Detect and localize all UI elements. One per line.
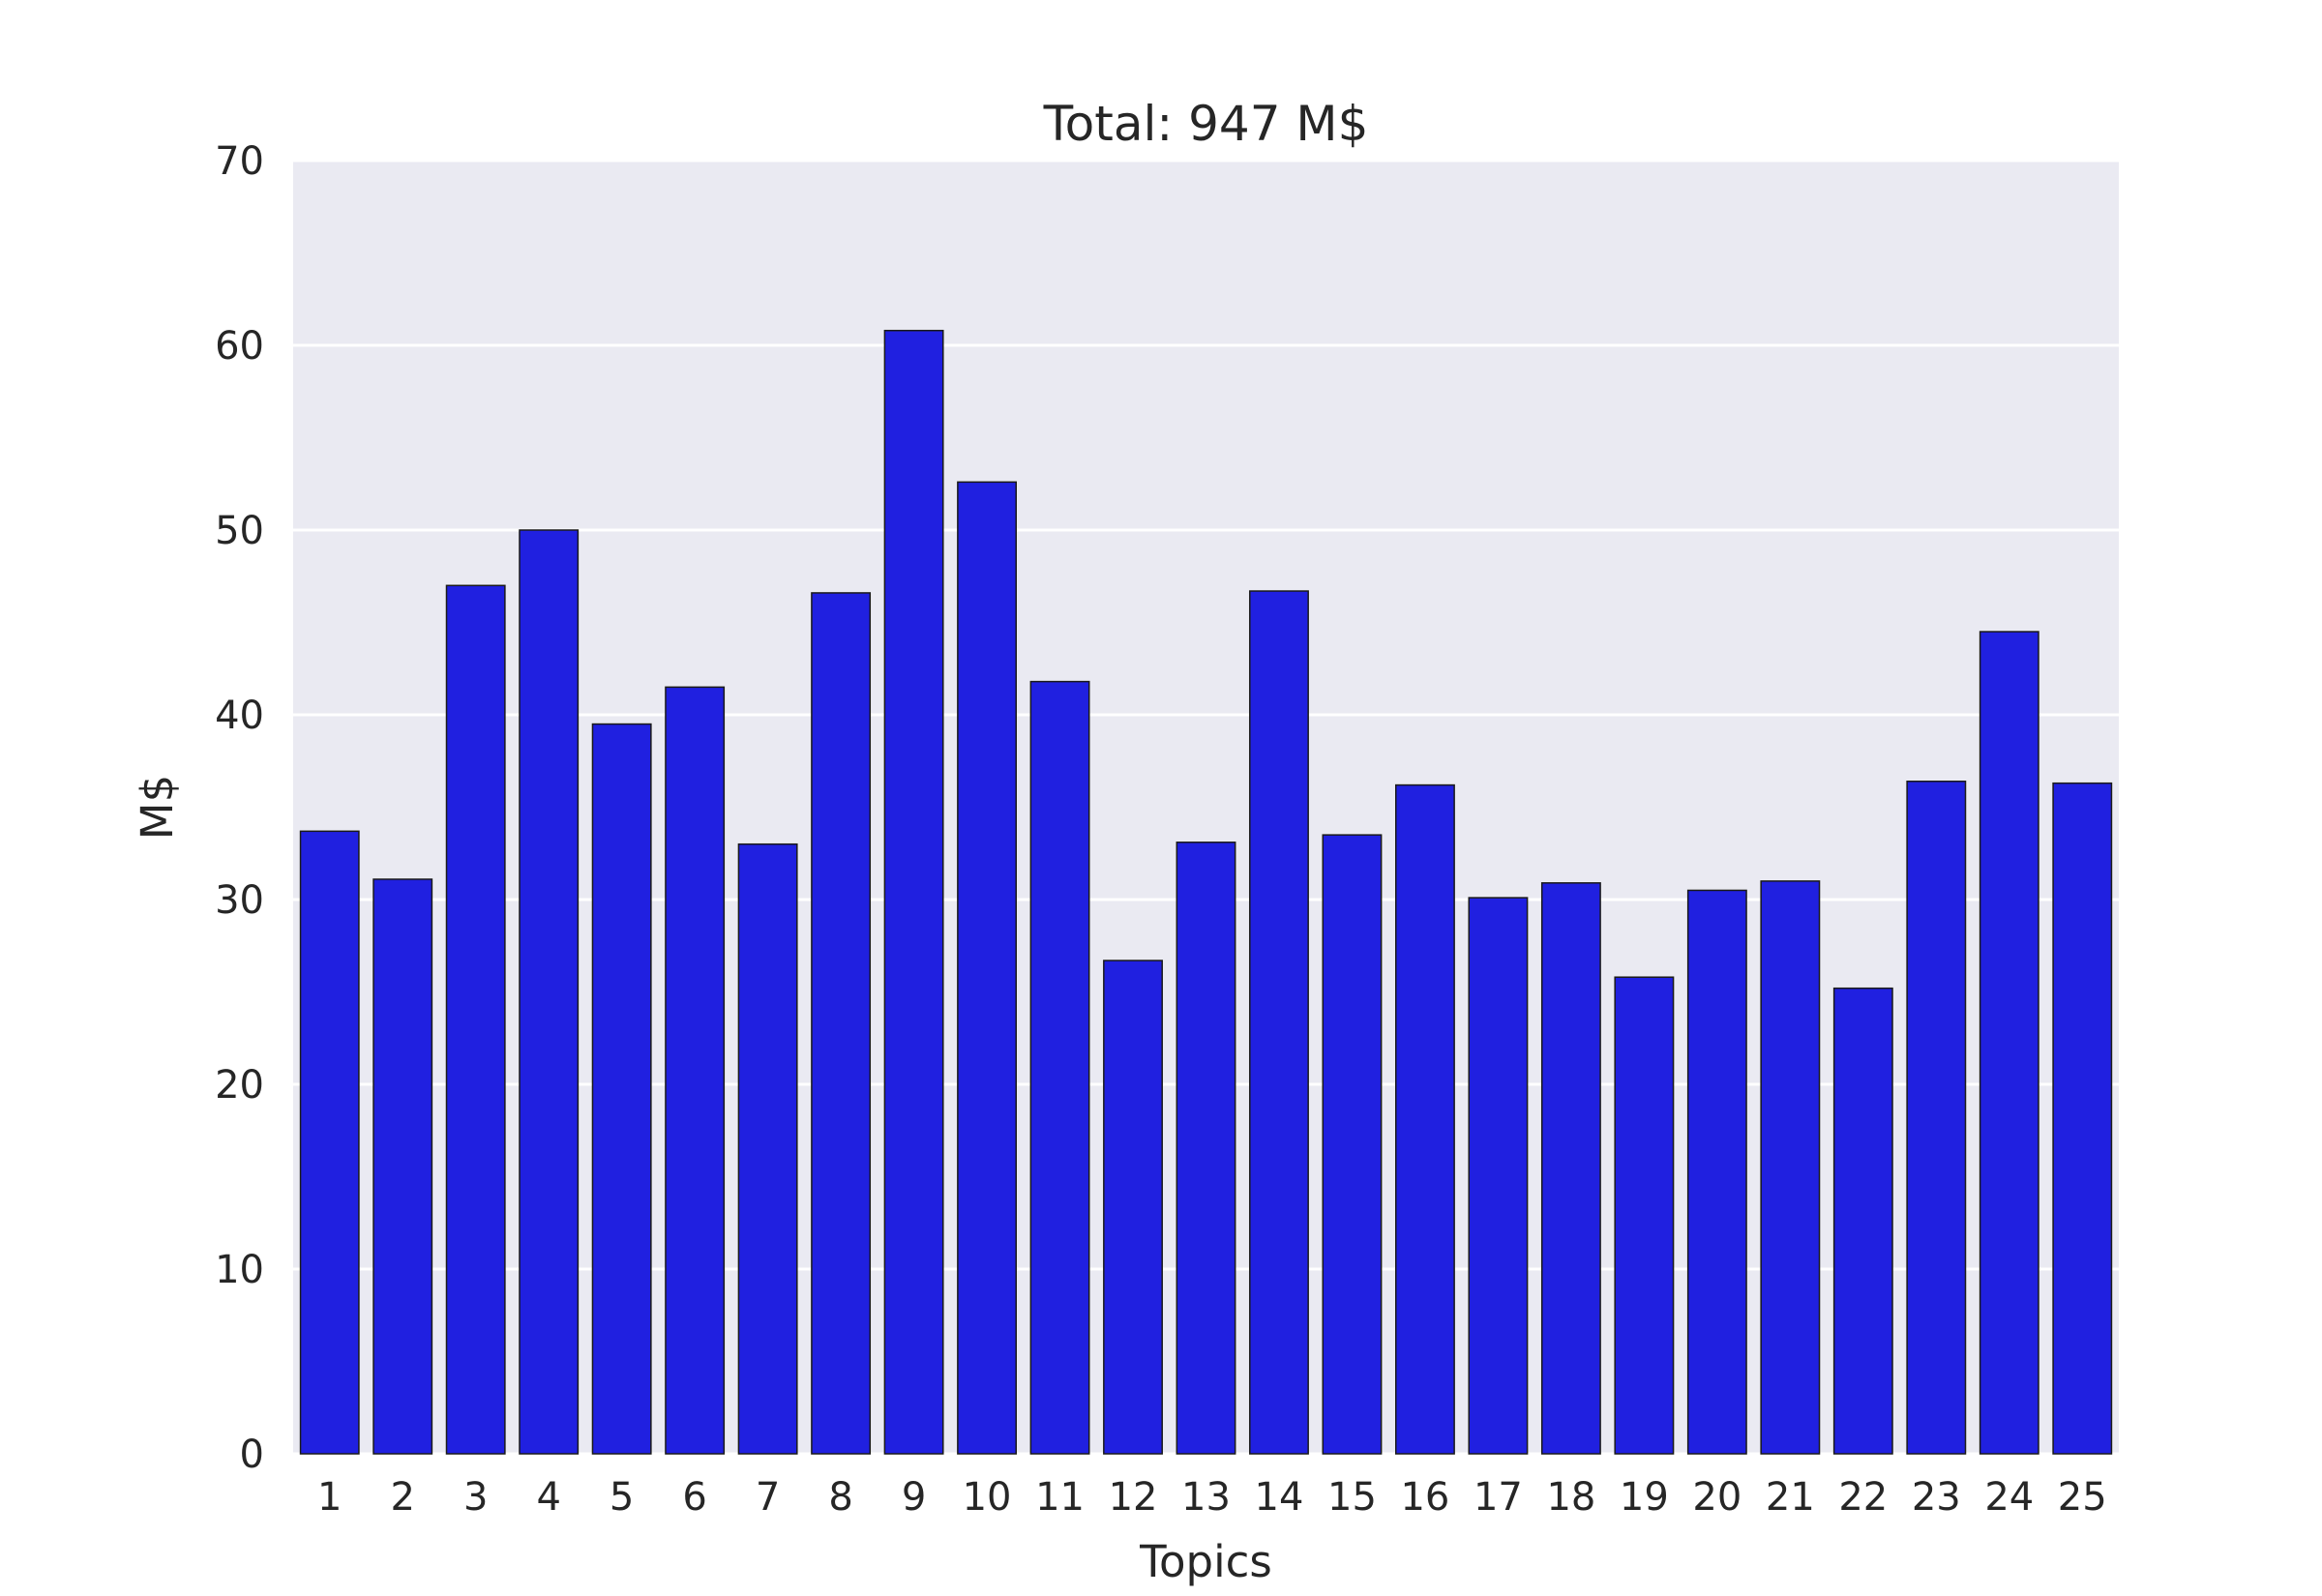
bars — [299, 329, 2113, 1455]
x-tick-label: 21 — [1766, 1475, 1815, 1520]
x-tick-label: 17 — [1474, 1475, 1523, 1520]
bar-topic-14 — [1249, 590, 1309, 1455]
bar-topic-17 — [1468, 897, 1529, 1455]
bar-topic-25 — [2052, 782, 2113, 1455]
x-tick-label: 24 — [1984, 1475, 2034, 1520]
bar-topic-6 — [665, 686, 726, 1455]
x-tick-label: 22 — [1838, 1475, 1888, 1520]
bar-topic-1 — [299, 830, 360, 1455]
bar-topic-12 — [1103, 960, 1163, 1455]
bar-topic-15 — [1322, 834, 1383, 1455]
y-tick-label: 20 — [215, 1063, 264, 1108]
bar-topic-5 — [591, 723, 652, 1455]
x-tick-label: 1 — [317, 1475, 342, 1520]
bar-topic-22 — [1832, 987, 1893, 1455]
bar-topic-18 — [1540, 882, 1601, 1455]
y-tick-label: 50 — [215, 509, 264, 553]
x-tick-label: 20 — [1692, 1475, 1742, 1520]
bar-topic-8 — [811, 592, 872, 1455]
x-tick-label: 19 — [1620, 1475, 1669, 1520]
bar-topic-21 — [1760, 880, 1821, 1455]
bar-topic-9 — [883, 329, 944, 1455]
bar-topic-7 — [737, 842, 798, 1455]
bar-topic-24 — [1979, 631, 2039, 1455]
x-tick-label: 3 — [463, 1475, 488, 1520]
y-tick-label: 70 — [215, 139, 264, 184]
x-tick-label: 13 — [1181, 1475, 1231, 1520]
bar-topic-13 — [1176, 842, 1236, 1455]
y-tick-label: 0 — [240, 1433, 264, 1477]
bar-topic-19 — [1614, 976, 1675, 1455]
y-tick-label: 10 — [215, 1248, 264, 1292]
x-tick-label: 15 — [1327, 1475, 1377, 1520]
x-tick-label: 4 — [536, 1475, 560, 1520]
y-tick-labels: 0 10 20 30 40 50 60 70 — [215, 139, 264, 1477]
x-tick-label: 14 — [1255, 1475, 1304, 1520]
chart-title: Total: 947 M$ — [1043, 96, 1369, 152]
x-tick-label: 5 — [610, 1475, 634, 1520]
x-tick-label: 10 — [963, 1475, 1012, 1520]
x-tick-label: 6 — [682, 1475, 706, 1520]
bar-topic-2 — [372, 878, 433, 1455]
bar-topic-20 — [1686, 889, 1747, 1455]
y-tick-label: 40 — [215, 694, 264, 738]
x-tick-label: 9 — [902, 1475, 926, 1520]
x-tick-label: 2 — [390, 1475, 414, 1520]
x-axis-label: Topics — [1139, 1536, 1272, 1587]
x-tick-label: 23 — [1912, 1475, 1961, 1520]
y-tick-label: 30 — [215, 878, 264, 923]
bar-topic-3 — [445, 584, 506, 1455]
bar-topic-11 — [1029, 680, 1090, 1455]
bar-topic-23 — [1906, 781, 1967, 1455]
x-tick-label: 11 — [1035, 1475, 1085, 1520]
bar-topic-4 — [519, 529, 580, 1455]
x-tick-labels: 1 2 3 4 5 6 7 8 9 10 11 12 13 14 15 16 17 18 19 20 21 22 23 24 2… — [317, 1475, 2107, 1520]
x-tick-label: 16 — [1400, 1475, 1449, 1520]
x-tick-label: 7 — [756, 1475, 780, 1520]
x-tick-label: 8 — [828, 1475, 852, 1520]
bar-topic-16 — [1394, 783, 1455, 1455]
x-tick-label: 18 — [1546, 1475, 1595, 1520]
bar-topic-10 — [957, 481, 1018, 1455]
y-axis-label: M$ — [132, 775, 183, 840]
y-tick-label: 60 — [215, 324, 264, 369]
x-tick-label: 12 — [1109, 1475, 1158, 1520]
x-tick-label: 25 — [2058, 1475, 2107, 1520]
